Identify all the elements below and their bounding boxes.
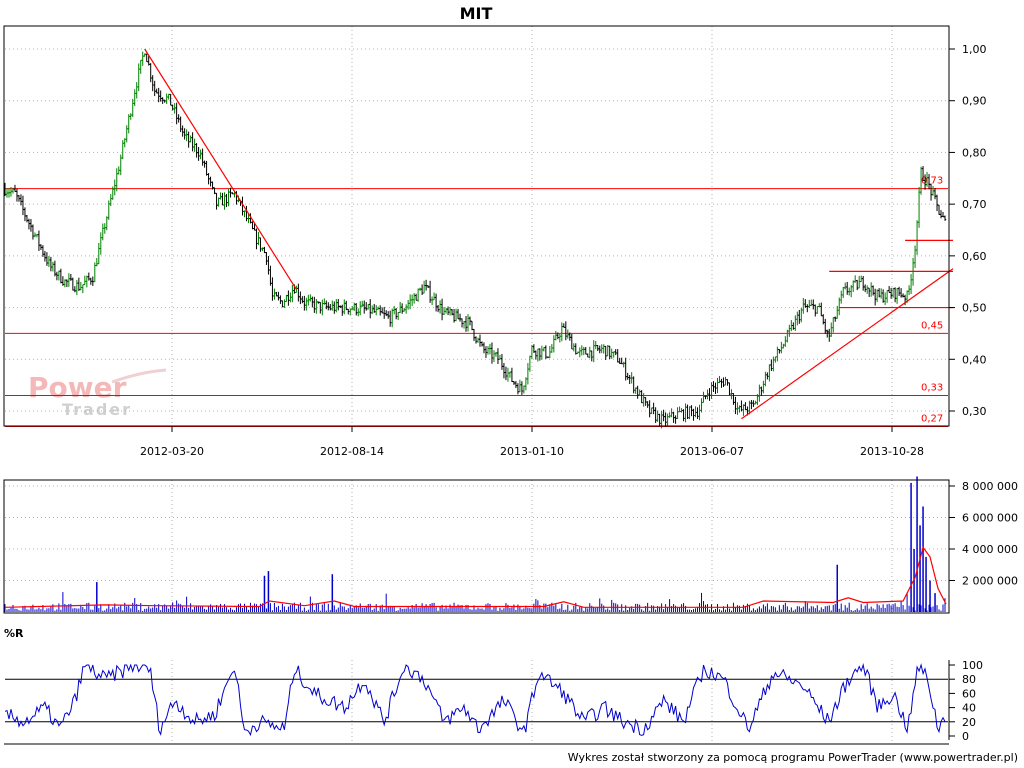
price-pane-frame	[3, 25, 950, 427]
volume-tick-label: 6 000 000	[962, 512, 1018, 525]
williams-r-tick-label: 40	[962, 702, 976, 715]
watermark: Power Trader	[28, 368, 167, 419]
footer-credit: Wykres został stworzony za pomocą progra…	[568, 751, 1018, 764]
x-tick-label: 2013-06-07	[680, 445, 744, 458]
williams-r-tick-label: 100	[962, 659, 983, 672]
price-tick-label: 0,40	[962, 353, 987, 366]
price-tick-label: 0,30	[962, 405, 987, 418]
level-label: 0,45	[921, 320, 943, 331]
price-tick-label: 0,80	[962, 146, 987, 159]
volume-tick-label: 8 000 000	[962, 480, 1018, 493]
trend-lines	[144, 48, 954, 420]
volume-average-line	[4, 546, 947, 608]
volume-y-axis: 8 000 000 6 000 000 4 000 000 2 000 000	[949, 480, 1018, 588]
x-axis: 2012-03-20 2012-08-14 2013-01-10 2013-06-07…	[140, 426, 924, 458]
volume-tick-label: 4 000 000	[962, 543, 1018, 556]
chart-title: MIT	[460, 4, 493, 23]
x-tick-label: 2013-01-10	[500, 445, 564, 458]
support-resistance-levels: 0,73 0,45 0,33 0,27	[5, 176, 948, 428]
price-tick-label: 0,70	[962, 198, 987, 211]
volume-tick-label: 2 000 000	[962, 575, 1018, 588]
trend-line	[144, 48, 297, 290]
price-tick-label: 0,50	[962, 302, 987, 315]
williams-r-line	[4, 663, 946, 737]
price-tick-label: 0,90	[962, 95, 987, 108]
williams-r-tick-label: 20	[962, 716, 976, 729]
volume-pane: 8 000 000 6 000 000 4 000 000 2 000 000	[3, 476, 1018, 614]
x-tick-label: 2012-03-20	[140, 445, 204, 458]
williams-r-tick-label: 0	[962, 730, 969, 743]
volume-pane-frame	[3, 479, 950, 614]
price-y-axis: 1,00 0,90 0,80 0,70 0,60 0,50 0,40 0,30	[949, 43, 987, 418]
price-pane: 0,73 0,45 0,33 0,27 1,00 0,90 0,80 0,70 0,60 0,5…	[3, 25, 987, 458]
price-bar	[943, 215, 947, 221]
level-label: 0,27	[921, 414, 943, 425]
x-tick-label: 2012-08-14	[320, 445, 384, 458]
level-label: 0,33	[921, 382, 943, 393]
watermark-line2: Trader	[62, 400, 132, 419]
price-grid	[5, 26, 948, 426]
level-label: 0,73	[921, 176, 943, 187]
watermark-line1: Power	[28, 371, 127, 404]
williams-r-label: %R	[4, 627, 24, 640]
trend-line	[741, 268, 954, 420]
williams-r-tick-label: 80	[962, 673, 976, 686]
watermark-swoosh	[111, 368, 167, 384]
williams-r-tick-label: 60	[962, 687, 976, 700]
price-series	[3, 51, 947, 429]
x-tick-label: 2013-10-28	[860, 445, 924, 458]
price-tick-label: 0,60	[962, 250, 987, 263]
price-tick-label: 1,00	[962, 43, 987, 56]
